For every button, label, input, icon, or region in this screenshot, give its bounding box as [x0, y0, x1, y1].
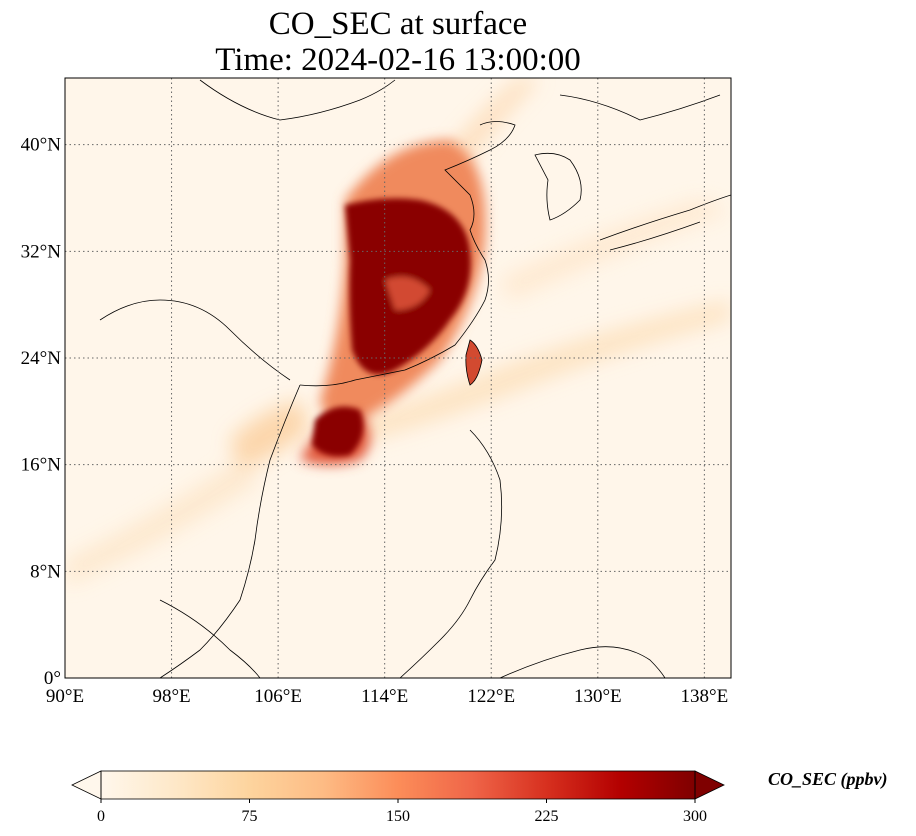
x-axis-ticks: 90°E 98°E 106°E 114°E 122°E 130°E 138°E [46, 686, 728, 707]
colorbar-gradient [101, 771, 695, 799]
colorbar-tick-label: 0 [97, 808, 105, 825]
colorbar-extend-min [71, 770, 102, 800]
y-tick-label: 16°N [21, 455, 62, 476]
y-tick-label: 0° [44, 668, 61, 689]
map-title-line2: Time: 2024-02-16 13:00:00 [215, 42, 581, 78]
y-tick-label: 32°N [21, 241, 62, 262]
map-title-line1: CO_SEC at surface [268, 6, 528, 42]
colorbar-tick-label: 300 [683, 808, 707, 825]
concentration-field [66, 78, 731, 585]
x-tick-label: 90°E [46, 686, 84, 707]
colorbar-tick-label: 150 [386, 808, 410, 825]
colorbar-label: CO_SEC (ppbv) [768, 769, 888, 789]
x-tick-label: 98°E [152, 686, 190, 707]
x-tick-label: 122°E [467, 686, 515, 707]
map-frame [64, 77, 732, 679]
colorbar-tick-label: 225 [535, 808, 559, 825]
y-tick-label: 8°N [30, 561, 61, 582]
colorbar-tick-label: 75 [242, 808, 258, 825]
colorbar: 0 75 150 225 300 [71, 770, 725, 825]
y-tick-label: 24°N [21, 348, 62, 369]
y-axis-ticks: 0° 8°N 16°N 24°N 32°N 40°N [21, 135, 62, 689]
colorbar-ticks: 0 75 150 225 300 [97, 799, 707, 825]
coastlines [99, 79, 731, 678]
colorbar-extend-max [694, 770, 725, 800]
y-tick-label: 40°N [21, 135, 62, 156]
x-tick-label: 114°E [361, 686, 408, 707]
x-tick-label: 138°E [681, 686, 729, 707]
x-tick-label: 106°E [254, 686, 302, 707]
x-tick-label: 130°E [574, 686, 622, 707]
